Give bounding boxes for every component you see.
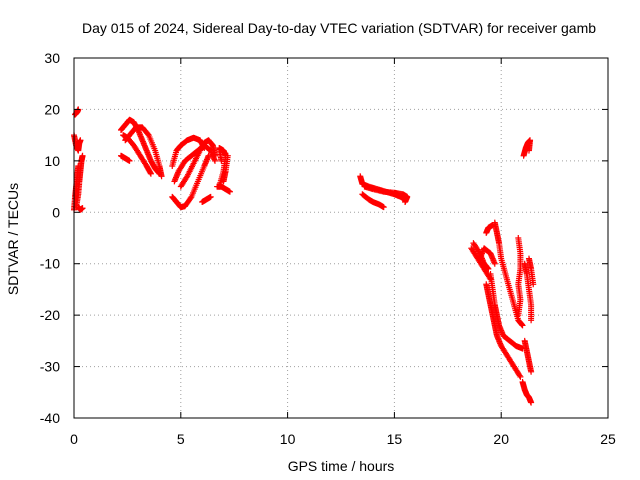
y-axis-label: SDTVAR / TECUs	[5, 183, 21, 295]
x-tick-label: 20	[493, 431, 509, 447]
data-point	[207, 193, 214, 200]
y-tick-label: -30	[40, 359, 60, 375]
y-tick-label: 10	[44, 153, 60, 169]
data-point	[224, 152, 231, 159]
data-point	[126, 157, 133, 164]
y-tick-label: -40	[40, 410, 60, 426]
data-points	[71, 106, 537, 406]
data-point	[491, 260, 498, 267]
data-point	[516, 372, 523, 379]
x-tick-label: 25	[600, 431, 616, 447]
y-tick-label: 20	[44, 101, 60, 117]
x-axis-label: GPS time / hours	[288, 458, 395, 474]
data-point	[187, 195, 194, 202]
data-point	[211, 157, 218, 164]
y-tick-label: -10	[40, 256, 60, 272]
data-point	[530, 281, 537, 288]
data-point	[485, 265, 492, 272]
data-point	[211, 152, 218, 159]
y-tick-label: -20	[40, 307, 60, 323]
data-point	[515, 312, 522, 319]
x-tick-label: 10	[280, 431, 296, 447]
data-point	[77, 137, 84, 144]
data-point	[79, 152, 86, 159]
y-tick-label: 0	[52, 204, 60, 220]
data-point	[158, 173, 165, 180]
data-point	[528, 399, 535, 406]
data-point	[79, 205, 86, 212]
data-point	[147, 170, 154, 177]
axis-ticks	[73, 57, 609, 419]
x-tick-label: 15	[387, 431, 403, 447]
data-point	[525, 147, 532, 154]
data-point	[226, 188, 233, 195]
data-point	[205, 152, 212, 159]
data-point	[528, 368, 535, 375]
data-point	[402, 199, 409, 205]
x-tick-label: 0	[70, 431, 78, 447]
y-tick-label: 30	[44, 50, 60, 66]
tick-labels: 0 5 10 15 20 25 -40 -30 -20 -10 0 10 20 30	[40, 50, 616, 447]
plot-frame	[73, 57, 609, 419]
data-point	[517, 373, 524, 380]
data-point	[519, 322, 526, 329]
data-point	[218, 157, 225, 164]
data-point	[380, 204, 387, 211]
x-tick-label: 5	[177, 431, 185, 447]
chart-title: Day 015 of 2024, Sidereal Day-to-day VTE…	[82, 20, 596, 36]
data-point	[489, 222, 496, 229]
data-point	[528, 317, 535, 324]
